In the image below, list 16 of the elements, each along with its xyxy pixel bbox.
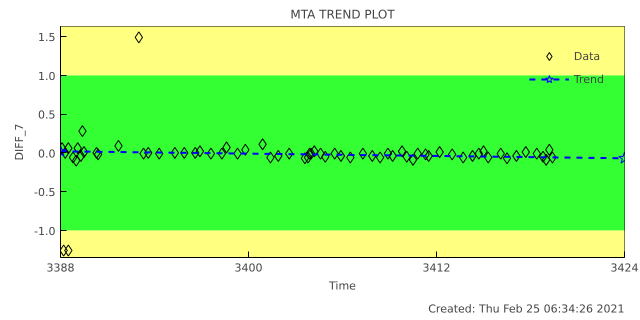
x-axis-title: Time (328, 280, 356, 292)
y-tick-label: -0.5 (34, 186, 56, 200)
text: Created: Thu Feb 25 06:34:26 2021 (428, 302, 625, 316)
legend-label: Trend (574, 72, 604, 86)
y-axis-title: DIFF_7 (13, 124, 26, 160)
y-tick-label: -1.0 (34, 224, 56, 238)
y-tick-label: 0.0 (38, 147, 56, 160)
y-tick-label: 1.0 (38, 70, 56, 83)
x-tick-label: 3388 (46, 262, 75, 274)
legend-label: Data (574, 50, 600, 62)
x-tick-label: 3412 (422, 262, 451, 274)
y-tick-label: 0.5 (38, 108, 56, 122)
chart-title: MTA TREND PLOT (290, 8, 396, 22)
x-tick-label: 3424 (610, 262, 639, 274)
x-tick-label: 3400 (234, 262, 263, 274)
y-tick-label: 1.5 (38, 31, 56, 44)
